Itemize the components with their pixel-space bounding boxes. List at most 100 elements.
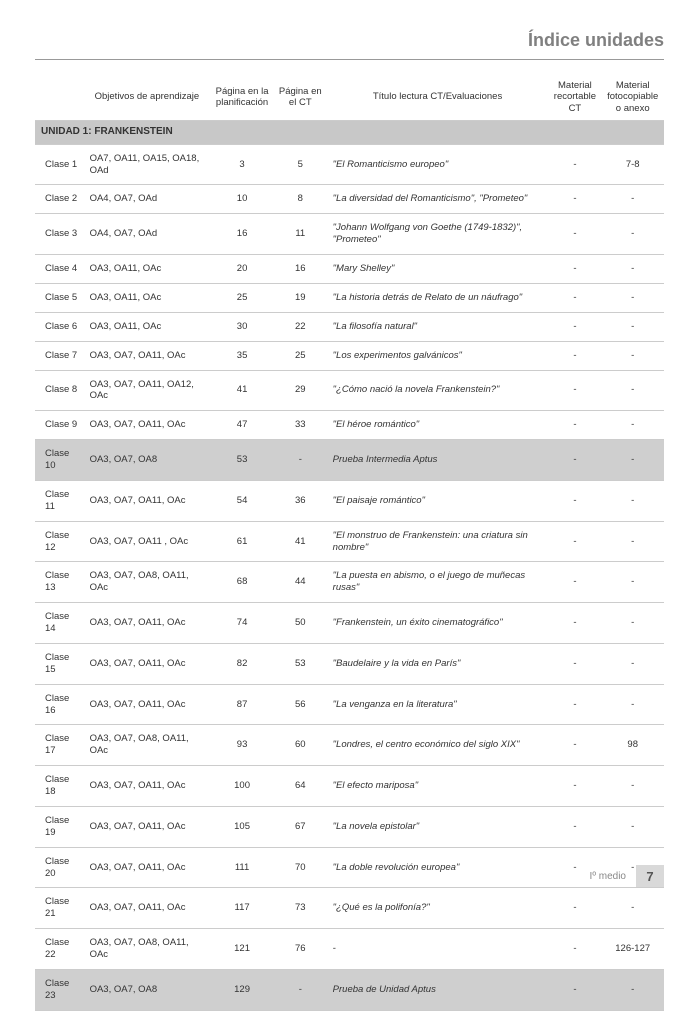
cell-ct: 60 — [274, 725, 327, 766]
cell-anexo: - — [601, 283, 664, 312]
cell-ct: 29 — [274, 370, 327, 411]
cell-clase: Clase 11 — [35, 480, 84, 521]
table-row: Clase 16OA3, OA7, OA11, OAc8756"La venga… — [35, 684, 664, 725]
cell-clase: Clase 20 — [35, 847, 84, 888]
cell-ct: 44 — [274, 562, 327, 603]
cell-objetivos: OA3, OA7, OA11, OA12, OAc — [84, 370, 211, 411]
table-row: Clase 6OA3, OA11, OAc3022"La filosofía n… — [35, 312, 664, 341]
cell-anexo: - — [601, 370, 664, 411]
cell-plan: 25 — [210, 283, 274, 312]
cell-recortable: - — [548, 888, 601, 929]
cell-clase: Clase 23 — [35, 969, 84, 1010]
cell-plan: 87 — [210, 684, 274, 725]
cell-clase: Clase 10 — [35, 440, 84, 481]
cell-titulo: "El héroe romántico" — [327, 411, 549, 440]
cell-objetivos: OA3, OA7, OA11 , OAc — [84, 521, 211, 562]
cell-titulo: "La venganza en la literatura" — [327, 684, 549, 725]
table-row: Clase 4OA3, OA11, OAc2016"Mary Shelley"-… — [35, 255, 664, 284]
cell-ct: 56 — [274, 684, 327, 725]
cell-anexo: - — [601, 562, 664, 603]
cell-plan: 30 — [210, 312, 274, 341]
cell-clase: Clase 4 — [35, 255, 84, 284]
cell-ct: - — [274, 969, 327, 1010]
cell-recortable: - — [548, 370, 601, 411]
cell-recortable: - — [548, 283, 601, 312]
cell-plan: 129 — [210, 969, 274, 1010]
cell-recortable: - — [548, 341, 601, 370]
cell-objetivos: OA3, OA7, OA8, OA11, OAc — [84, 725, 211, 766]
cell-titulo: "La diversidad del Romanticismo", "Prome… — [327, 185, 549, 214]
cell-clase: Clase 1 — [35, 144, 84, 185]
cell-anexo: - — [601, 480, 664, 521]
cell-objetivos: OA3, OA7, OA11, OAc — [84, 341, 211, 370]
header-row: Objetivos de aprendizaje Página en la pl… — [35, 74, 664, 121]
table-row: Clase 17OA3, OA7, OA8, OA11, OAc9360"Lon… — [35, 725, 664, 766]
cell-ct: 11 — [274, 214, 327, 255]
cell-ct: 41 — [274, 521, 327, 562]
cell-clase: Clase 21 — [35, 888, 84, 929]
cell-anexo: 98 — [601, 725, 664, 766]
cell-recortable: - — [548, 806, 601, 847]
cell-objetivos: OA4, OA7, OAd — [84, 214, 211, 255]
cell-clase: Clase 9 — [35, 411, 84, 440]
cell-recortable: - — [548, 185, 601, 214]
table-row: Clase 19OA3, OA7, OA11, OAc10567"La nove… — [35, 806, 664, 847]
cell-recortable: - — [548, 144, 601, 185]
cell-recortable: - — [548, 725, 601, 766]
cell-plan: 41 — [210, 370, 274, 411]
cell-objetivos: OA3, OA7, OA11, OAc — [84, 480, 211, 521]
cell-objetivos: OA3, OA7, OA11, OAc — [84, 806, 211, 847]
cell-plan: 82 — [210, 643, 274, 684]
cell-titulo: Prueba Intermedia Aptus — [327, 440, 549, 481]
cell-anexo: 126-127 — [601, 929, 664, 970]
cell-anexo: - — [601, 440, 664, 481]
table-row: Clase 3OA4, OA7, OAd1611"Johann Wolfgang… — [35, 214, 664, 255]
table-body: UNIDAD 1: FRANKENSTEIN Clase 1OA7, OA11,… — [35, 121, 664, 1011]
cell-objetivos: OA3, OA7, OA11, OAc — [84, 603, 211, 644]
cell-clase: Clase 5 — [35, 283, 84, 312]
cell-plan: 111 — [210, 847, 274, 888]
header-objetivos: Objetivos de aprendizaje — [84, 74, 211, 121]
index-table: Objetivos de aprendizaje Página en la pl… — [35, 74, 664, 1011]
cell-titulo: "La novela epistolar" — [327, 806, 549, 847]
cell-anexo: - — [601, 214, 664, 255]
cell-titulo: "La doble revolución europea" — [327, 847, 549, 888]
cell-plan: 93 — [210, 725, 274, 766]
cell-plan: 61 — [210, 521, 274, 562]
table-row: Clase 10OA3, OA7, OA853-Prueba Intermedi… — [35, 440, 664, 481]
cell-objetivos: OA3, OA7, OA11, OAc — [84, 847, 211, 888]
cell-titulo: "Johann Wolfgang von Goethe (1749-1832)"… — [327, 214, 549, 255]
cell-objetivos: OA3, OA7, OA11, OAc — [84, 643, 211, 684]
title-rule — [35, 59, 664, 60]
cell-objetivos: OA3, OA7, OA8, OA11, OAc — [84, 562, 211, 603]
cell-titulo: "La historia detrás de Relato de un náuf… — [327, 283, 549, 312]
cell-titulo: "Mary Shelley" — [327, 255, 549, 284]
header-clase — [35, 74, 84, 121]
cell-titulo: "Los experimentos galvánicos" — [327, 341, 549, 370]
cell-ct: 33 — [274, 411, 327, 440]
table-row: Clase 8OA3, OA7, OA11, OA12, OAc4129"¿Có… — [35, 370, 664, 411]
table-row: Clase 18OA3, OA7, OA11, OAc10064"El efec… — [35, 766, 664, 807]
cell-objetivos: OA3, OA7, OA8, OA11, OAc — [84, 929, 211, 970]
cell-plan: 74 — [210, 603, 274, 644]
cell-plan: 105 — [210, 806, 274, 847]
cell-anexo: - — [601, 603, 664, 644]
cell-titulo: "La puesta en abismo, o el juego de muñe… — [327, 562, 549, 603]
table-row: Clase 5OA3, OA11, OAc2519"La historia de… — [35, 283, 664, 312]
cell-ct: 50 — [274, 603, 327, 644]
header-anexo: Material fotocopiable o anexo — [601, 74, 664, 121]
cell-titulo: "Londres, el centro económico del siglo … — [327, 725, 549, 766]
cell-ct: 76 — [274, 929, 327, 970]
cell-clase: Clase 12 — [35, 521, 84, 562]
cell-objetivos: OA3, OA7, OA11, OAc — [84, 888, 211, 929]
cell-objetivos: OA3, OA7, OA11, OAc — [84, 411, 211, 440]
cell-titulo: "El efecto mariposa" — [327, 766, 549, 807]
table-row: Clase 7OA3, OA7, OA11, OAc3525"Los exper… — [35, 341, 664, 370]
cell-clase: Clase 6 — [35, 312, 84, 341]
table-row: Clase 20OA3, OA7, OA11, OAc11170"La dobl… — [35, 847, 664, 888]
cell-objetivos: OA7, OA11, OA15, OA18, OAd — [84, 144, 211, 185]
cell-clase: Clase 3 — [35, 214, 84, 255]
cell-ct: 36 — [274, 480, 327, 521]
cell-titulo: "El Romanticismo europeo" — [327, 144, 549, 185]
cell-clase: Clase 14 — [35, 603, 84, 644]
